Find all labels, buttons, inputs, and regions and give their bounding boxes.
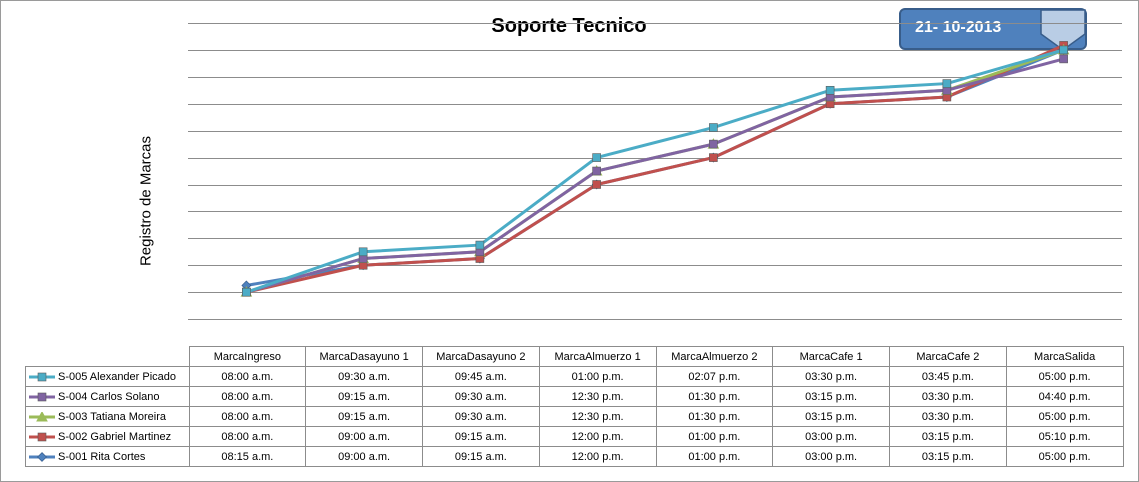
table-cell: 12:00 p.m. <box>538 446 657 467</box>
data-point <box>825 85 835 95</box>
legend-key-icon <box>29 392 55 401</box>
table-cell: 08:00 a.m. <box>188 426 307 447</box>
column-header: MarcaDasayuno 2 <box>422 346 540 367</box>
table-cell: 09:15 a.m. <box>305 406 423 427</box>
table-row: S-002 Gabriel Martinez 08:00 a.m. 09:00 a.… <box>25 426 1124 447</box>
column-header: MarcaIngreso <box>188 346 307 367</box>
legend-entry: S-004 Carlos Solano <box>25 386 190 407</box>
table-cell: 01:30 p.m. <box>655 386 774 407</box>
table-cell: 12:30 p.m. <box>538 386 657 407</box>
table-row: S-005 Alexander Picado 08:00 a.m. 09:30 a.… <box>25 366 1124 387</box>
table-cell: 09:45 a.m. <box>422 366 540 387</box>
table-cell: 05:00 p.m. <box>1005 446 1124 467</box>
table-cell: 03:45 p.m. <box>889 366 1007 387</box>
table-cell: 09:30 a.m. <box>422 406 540 427</box>
series-name: S-005 Alexander Picado <box>58 370 177 383</box>
table-cell: 02:07 p.m. <box>655 366 774 387</box>
table-cell: 05:00 p.m. <box>1005 366 1124 387</box>
table-cell: 09:15 a.m. <box>305 386 423 407</box>
table-cell: 03:15 p.m. <box>889 426 1007 447</box>
table-cell: 01:00 p.m. <box>538 366 657 387</box>
data-point <box>709 153 718 162</box>
table-cell: 05:00 p.m. <box>1005 406 1124 427</box>
table-cell: 04:40 p.m. <box>1005 386 1124 407</box>
table-cell: 12:00 p.m. <box>538 426 657 447</box>
table-row: S-001 Rita Cortes 08:15 a.m. 09:00 a.m. 09:… <box>25 446 1124 467</box>
table-cell: 12:30 p.m. <box>538 406 657 427</box>
table-cell: 08:15 a.m. <box>188 446 307 467</box>
column-header: MarcaDasayuno 1 <box>305 346 423 367</box>
table-cell: 09:00 a.m. <box>305 446 423 467</box>
series-name: S-001 Rita Cortes <box>58 450 146 463</box>
data-point <box>358 247 368 257</box>
legend-key-icon <box>29 372 55 381</box>
data-point <box>1059 45 1068 55</box>
data-table: MarcaIngreso MarcaDasayuno 1 MarcaDasayuno… <box>25 346 1124 467</box>
table-cell: 08:00 a.m. <box>188 366 307 387</box>
date-box[interactable]: 21- 10-2013 <box>899 8 1087 52</box>
data-point <box>242 287 251 297</box>
table-cell: 03:15 p.m. <box>889 446 1007 467</box>
legend-marker <box>36 411 48 422</box>
table-cell: 08:00 a.m. <box>188 386 307 407</box>
legend-entry: S-002 Gabriel Martinez <box>25 426 190 447</box>
table-cell: 03:30 p.m. <box>889 406 1007 427</box>
data-point <box>592 180 601 189</box>
table-cell: 09:30 a.m. <box>305 366 423 387</box>
table-corner <box>25 346 190 367</box>
chart-title: Soporte Tecnico <box>491 15 647 37</box>
legend-entry: S-001 Rita Cortes <box>25 446 190 467</box>
table-cell: 09:15 a.m. <box>422 446 540 467</box>
table-cell: 03:00 p.m. <box>772 426 890 447</box>
chevron-down-icon[interactable] <box>1040 8 1086 52</box>
legend-entry: S-003 Tatiana Moreira <box>25 406 190 427</box>
legend-key-icon <box>29 411 55 422</box>
table-row: S-003 Tatiana Moreira 08:00 a.m. 09:15 a.m… <box>25 406 1124 427</box>
table-cell: 03:30 p.m. <box>889 386 1007 407</box>
series-line <box>245 57 1065 294</box>
legend-entry: S-005 Alexander Picado <box>25 366 190 387</box>
data-point <box>592 166 601 176</box>
line-chart <box>188 23 1122 320</box>
column-header: MarcaCafe 2 <box>889 346 1007 367</box>
data-point <box>942 79 952 88</box>
legend-key-icon <box>29 451 55 462</box>
table-cell: 03:15 p.m. <box>772 406 890 427</box>
table-cell: 05:10 p.m. <box>1005 426 1124 447</box>
column-header: MarcaAlmuerzo 2 <box>655 346 774 367</box>
data-point <box>592 153 601 162</box>
data-point <box>709 123 718 132</box>
table-cell: 08:00 a.m. <box>188 406 307 427</box>
series-line <box>246 44 1065 294</box>
legend-key-icon <box>29 432 55 441</box>
legend-marker <box>37 372 47 381</box>
table-cell: 01:00 p.m. <box>655 426 774 447</box>
table-cell: 01:30 p.m. <box>655 406 774 427</box>
data-point <box>709 139 718 149</box>
column-header: MarcaAlmuerzo 1 <box>538 346 657 367</box>
table-cell: 03:15 p.m. <box>772 386 890 407</box>
series-line <box>245 48 1065 294</box>
legend-marker <box>37 392 47 401</box>
table-cell: 03:00 p.m. <box>772 446 890 467</box>
data-point <box>475 240 485 250</box>
series-name: S-004 Carlos Solano <box>58 390 160 403</box>
series-name: S-003 Tatiana Moreira <box>58 410 167 423</box>
table-cell: 09:15 a.m. <box>422 426 540 447</box>
data-point <box>1059 54 1068 64</box>
series-name: S-002 Gabriel Martinez <box>58 430 172 443</box>
table-cell: 09:30 a.m. <box>422 386 540 407</box>
table-cell: 01:00 p.m. <box>655 446 774 467</box>
column-header: MarcaSalida <box>1005 346 1124 367</box>
table-row: S-004 Carlos Solano 08:00 a.m. 09:15 a.m. 0… <box>25 386 1124 407</box>
legend-marker <box>37 451 47 462</box>
table-cell: 03:30 p.m. <box>772 366 890 387</box>
column-header: MarcaCafe 1 <box>772 346 890 367</box>
table-cell: 09:00 a.m. <box>305 426 423 447</box>
legend-marker <box>37 432 47 441</box>
